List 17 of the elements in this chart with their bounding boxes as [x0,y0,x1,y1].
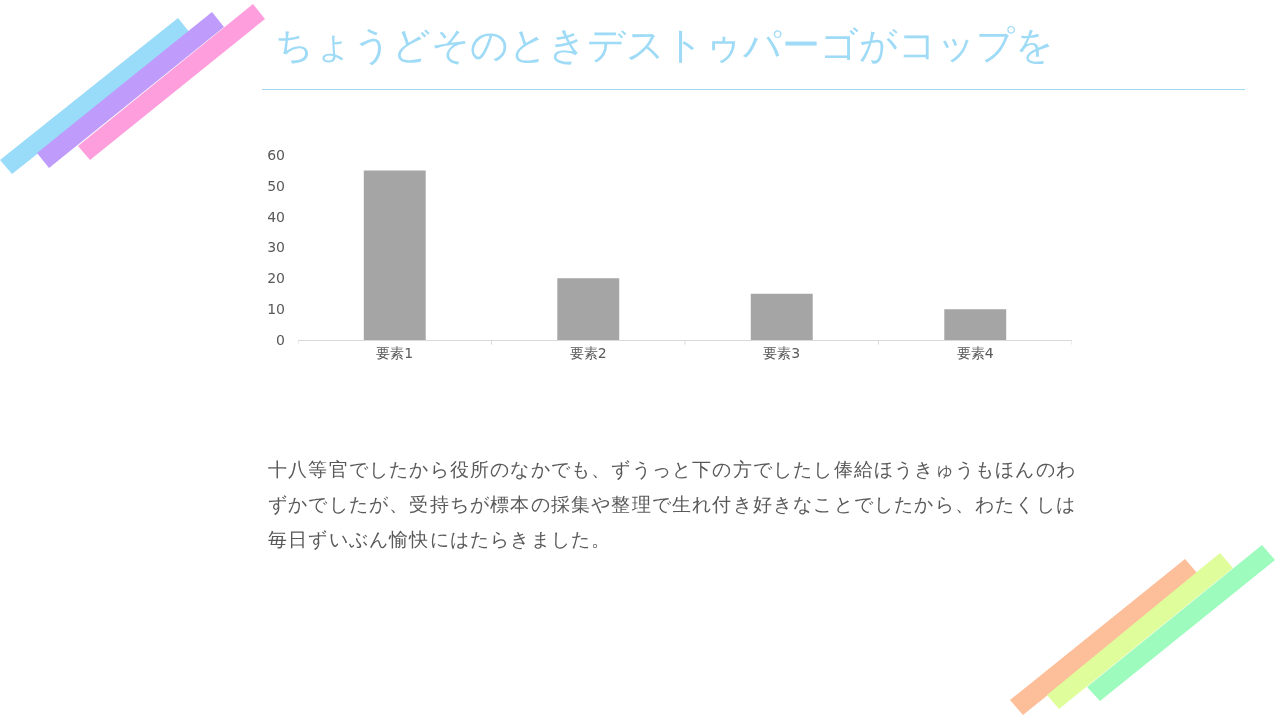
chart-title: ちょうどそのときデストゥパーゴがコップを [275,23,1054,68]
x-tick-label: 要素3 [763,344,801,361]
y-tick-label: 0 [276,331,285,348]
x-tick-label: 要素4 [956,344,994,361]
bar [557,278,620,340]
y-tick-label: 50 [267,177,285,194]
x-tick-label: 要素2 [569,344,607,361]
bar [363,170,426,340]
y-tick-label: 10 [267,301,285,318]
text: 十八等官でしたから役所のなかでも、ずうっと下の方でしたし俸給ほうきゅうもほんのわずかでしたが、受持ちが標本の採集や整理で生れ付き好きなことでしたから、わたくしは毎日ずいぶん愉快にはたらきました。 [268,457,1077,552]
y-tick-label: 30 [267,239,285,256]
y-tick-label: 60 [267,146,285,163]
bar [750,293,813,340]
y-tick-label: 40 [267,208,285,225]
y-tick-label: 20 [267,270,285,287]
bar [944,309,1007,340]
x-tick-label: 要素1 [376,344,414,361]
